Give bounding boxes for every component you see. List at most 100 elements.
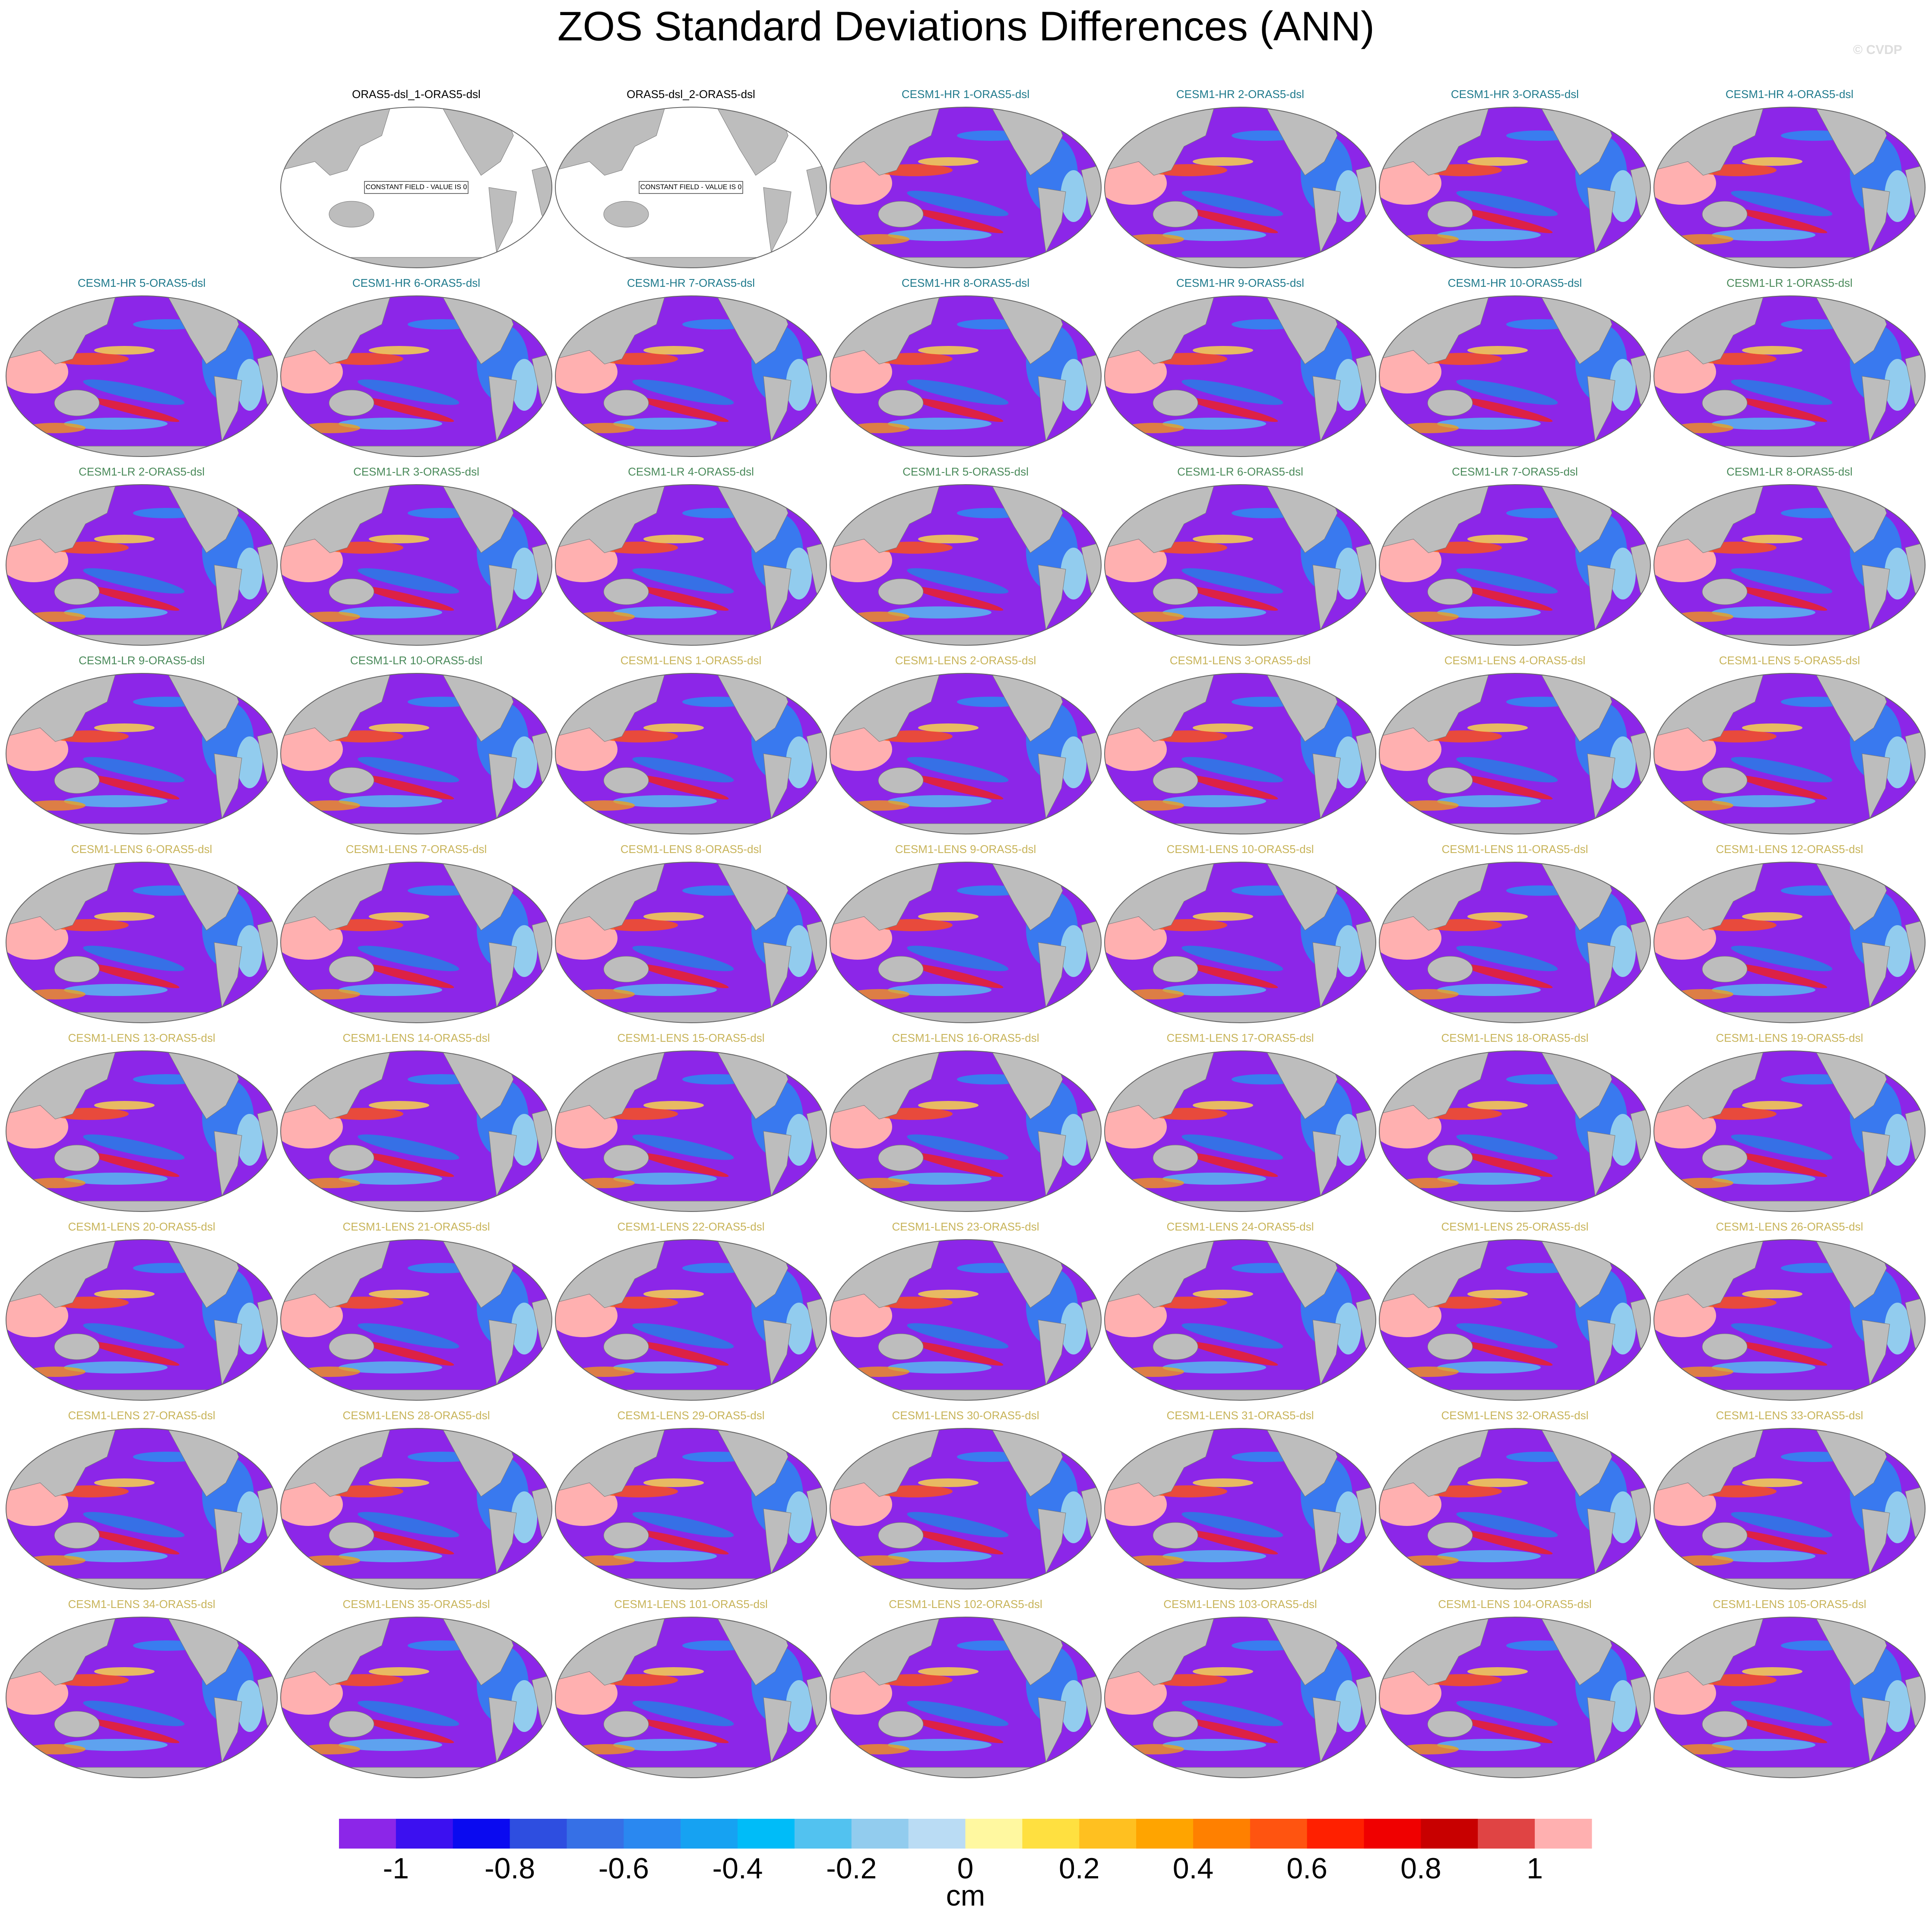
map bbox=[823, 1051, 1101, 1214]
map-panel: CESM1-LENS 24-ORAS5-dsl bbox=[1098, 1220, 1376, 1403]
panel-title: CESM1-LR 1-ORAS5-dsl bbox=[1726, 276, 1853, 289]
map bbox=[1647, 1617, 1925, 1780]
colorbar-swatch bbox=[1250, 1819, 1308, 1849]
panel-title: CESM1-LENS 18-ORAS5-dsl bbox=[1441, 1031, 1589, 1044]
colorbar-tick-label: 0.4 bbox=[1173, 1852, 1214, 1885]
map bbox=[823, 1617, 1101, 1780]
panel-title: CESM1-LENS 1-ORAS5-dsl bbox=[621, 654, 762, 667]
map-panel: CESM1-HR 1-ORAS5-dsl bbox=[823, 88, 1101, 270]
colorbar-tick-label: -0.8 bbox=[485, 1852, 535, 1885]
map-panel: CESM1-HR 10-ORAS5-dsl bbox=[1372, 276, 1650, 459]
map-panel: CESM1-LENS 7-ORAS5-dsl bbox=[274, 843, 552, 1025]
map-panel: CESM1-LENS 11-ORAS5-dsl bbox=[1372, 843, 1650, 1025]
panel-title: CESM1-LENS 3-ORAS5-dsl bbox=[1170, 654, 1311, 667]
colorbar-label: cm bbox=[946, 1879, 985, 1912]
map bbox=[1098, 296, 1376, 459]
colorbar-swatch bbox=[681, 1819, 738, 1849]
map-panel: CESM1-LENS 32-ORAS5-dsl bbox=[1372, 1409, 1650, 1592]
panel-title: CESM1-HR 6-ORAS5-dsl bbox=[352, 276, 480, 289]
map bbox=[274, 1051, 552, 1214]
panel-title: CESM1-LENS 25-ORAS5-dsl bbox=[1441, 1220, 1589, 1233]
map-panel: CESM1-LENS 29-ORAS5-dsl bbox=[548, 1409, 827, 1592]
panel-title: CESM1-LR 3-ORAS5-dsl bbox=[353, 465, 479, 478]
map-panel: CESM1-LENS 23-ORAS5-dsl bbox=[823, 1220, 1101, 1403]
map-panel: CESM1-LENS 9-ORAS5-dsl bbox=[823, 843, 1101, 1025]
panel-title: CESM1-LENS 104-ORAS5-dsl bbox=[1438, 1598, 1591, 1611]
map-panel: ORAS5-dsl_1-ORAS5-dsl CONSTANT FIELD - VA… bbox=[281, 88, 552, 270]
map-panel: CESM1-HR 7-ORAS5-dsl bbox=[548, 276, 827, 459]
panel-title: CESM1-LENS 23-ORAS5-dsl bbox=[892, 1220, 1039, 1233]
panel-title: CESM1-LENS 101-ORAS5-dsl bbox=[614, 1598, 767, 1611]
panel-title: CESM1-LENS 31-ORAS5-dsl bbox=[1167, 1409, 1314, 1422]
panel-title: CESM1-LENS 102-ORAS5-dsl bbox=[889, 1598, 1042, 1611]
panel-title: CESM1-HR 5-ORAS5-dsl bbox=[78, 276, 206, 289]
map bbox=[548, 296, 827, 459]
map-panel: CESM1-HR 8-ORAS5-dsl bbox=[823, 276, 1101, 459]
map bbox=[0, 862, 277, 1025]
panel-title: CESM1-LR 9-ORAS5-dsl bbox=[79, 654, 205, 667]
panel-title: CESM1-LENS 30-ORAS5-dsl bbox=[892, 1409, 1039, 1422]
map bbox=[0, 1051, 277, 1214]
panel-title: CESM1-LENS 16-ORAS5-dsl bbox=[892, 1031, 1039, 1044]
map bbox=[0, 1428, 277, 1592]
map-panel: CESM1-LENS 4-ORAS5-dsl bbox=[1372, 654, 1650, 837]
panel-title: CESM1-LENS 5-ORAS5-dsl bbox=[1719, 654, 1860, 667]
map-panel: CESM1-LR 5-ORAS5-dsl bbox=[823, 465, 1101, 648]
watermark: © CVDP bbox=[1853, 43, 1902, 57]
map bbox=[548, 485, 827, 648]
map bbox=[823, 862, 1101, 1025]
map bbox=[1372, 862, 1650, 1025]
map bbox=[1372, 1051, 1650, 1214]
panel-title: CESM1-LR 5-ORAS5-dsl bbox=[903, 465, 1029, 478]
panel-title: CESM1-LENS 2-ORAS5-dsl bbox=[895, 654, 1036, 667]
map bbox=[0, 1617, 277, 1780]
map-panel: CESM1-LENS 16-ORAS5-dsl bbox=[823, 1031, 1101, 1214]
panel-title: CESM1-LENS 9-ORAS5-dsl bbox=[895, 843, 1036, 856]
map bbox=[274, 1617, 552, 1780]
map bbox=[1647, 673, 1925, 837]
map-panel: CESM1-LR 10-ORAS5-dsl bbox=[274, 654, 552, 837]
map-panel: CESM1-LENS 26-ORAS5-dsl bbox=[1647, 1220, 1925, 1403]
map-panel: CESM1-LENS 14-ORAS5-dsl bbox=[274, 1031, 552, 1214]
map-panel: CESM1-LR 8-ORAS5-dsl bbox=[1647, 465, 1925, 648]
colorbar-swatch bbox=[794, 1819, 852, 1849]
map-panel: CESM1-LENS 31-ORAS5-dsl bbox=[1098, 1409, 1376, 1592]
map-panel: CESM1-LENS 19-ORAS5-dsl bbox=[1647, 1031, 1925, 1214]
panel-title: ORAS5-dsl_1-ORAS5-dsl bbox=[352, 88, 481, 101]
map-panel: CESM1-LR 3-ORAS5-dsl bbox=[274, 465, 552, 648]
map bbox=[548, 1240, 827, 1403]
map-panel: CESM1-LENS 12-ORAS5-dsl bbox=[1647, 843, 1925, 1025]
panel-title: CESM1-LENS 10-ORAS5-dsl bbox=[1167, 843, 1314, 856]
map-panel: CESM1-LENS 20-ORAS5-dsl bbox=[0, 1220, 277, 1403]
colorbar-swatch bbox=[1079, 1819, 1137, 1849]
panel-title: CESM1-LR 7-ORAS5-dsl bbox=[1452, 465, 1578, 478]
colorbar-swatch bbox=[396, 1819, 453, 1849]
panel-title: CESM1-LENS 35-ORAS5-dsl bbox=[343, 1598, 490, 1611]
map-panel: CESM1-LR 7-ORAS5-dsl bbox=[1372, 465, 1650, 648]
map bbox=[0, 485, 277, 648]
map-panel: ORAS5-dsl_2-ORAS5-dsl CONSTANT FIELD - VA… bbox=[555, 88, 827, 270]
map-panel: CESM1-LENS 1-ORAS5-dsl bbox=[548, 654, 827, 837]
colorbar-tick-label: -0.2 bbox=[826, 1852, 877, 1885]
map bbox=[1372, 673, 1650, 837]
map-panel: CESM1-LR 4-ORAS5-dsl bbox=[548, 465, 827, 648]
map-panel: CESM1-HR 5-ORAS5-dsl bbox=[0, 276, 277, 459]
colorbar-swatch bbox=[738, 1819, 795, 1849]
map-panel: CESM1-LENS 33-ORAS5-dsl bbox=[1647, 1409, 1925, 1592]
map-panel: CESM1-LENS 17-ORAS5-dsl bbox=[1098, 1031, 1376, 1214]
map-panel: CESM1-HR 4-ORAS5-dsl bbox=[1647, 88, 1925, 270]
map bbox=[274, 1240, 552, 1403]
map-panel: CESM1-LENS 15-ORAS5-dsl bbox=[548, 1031, 827, 1214]
panel-title: CESM1-LENS 26-ORAS5-dsl bbox=[1716, 1220, 1863, 1233]
map-panel: CESM1-LENS 30-ORAS5-dsl bbox=[823, 1409, 1101, 1592]
map-panel: CESM1-LENS 28-ORAS5-dsl bbox=[274, 1409, 552, 1592]
colorbar-tick-label: 0 bbox=[957, 1852, 974, 1885]
panel-title: CESM1-LENS 6-ORAS5-dsl bbox=[71, 843, 212, 856]
map bbox=[274, 296, 552, 459]
map-panel: CESM1-LR 1-ORAS5-dsl bbox=[1647, 276, 1925, 459]
map bbox=[1372, 485, 1650, 648]
panel-title: CESM1-LENS 29-ORAS5-dsl bbox=[618, 1409, 765, 1422]
map bbox=[823, 673, 1101, 837]
map bbox=[1098, 107, 1376, 270]
